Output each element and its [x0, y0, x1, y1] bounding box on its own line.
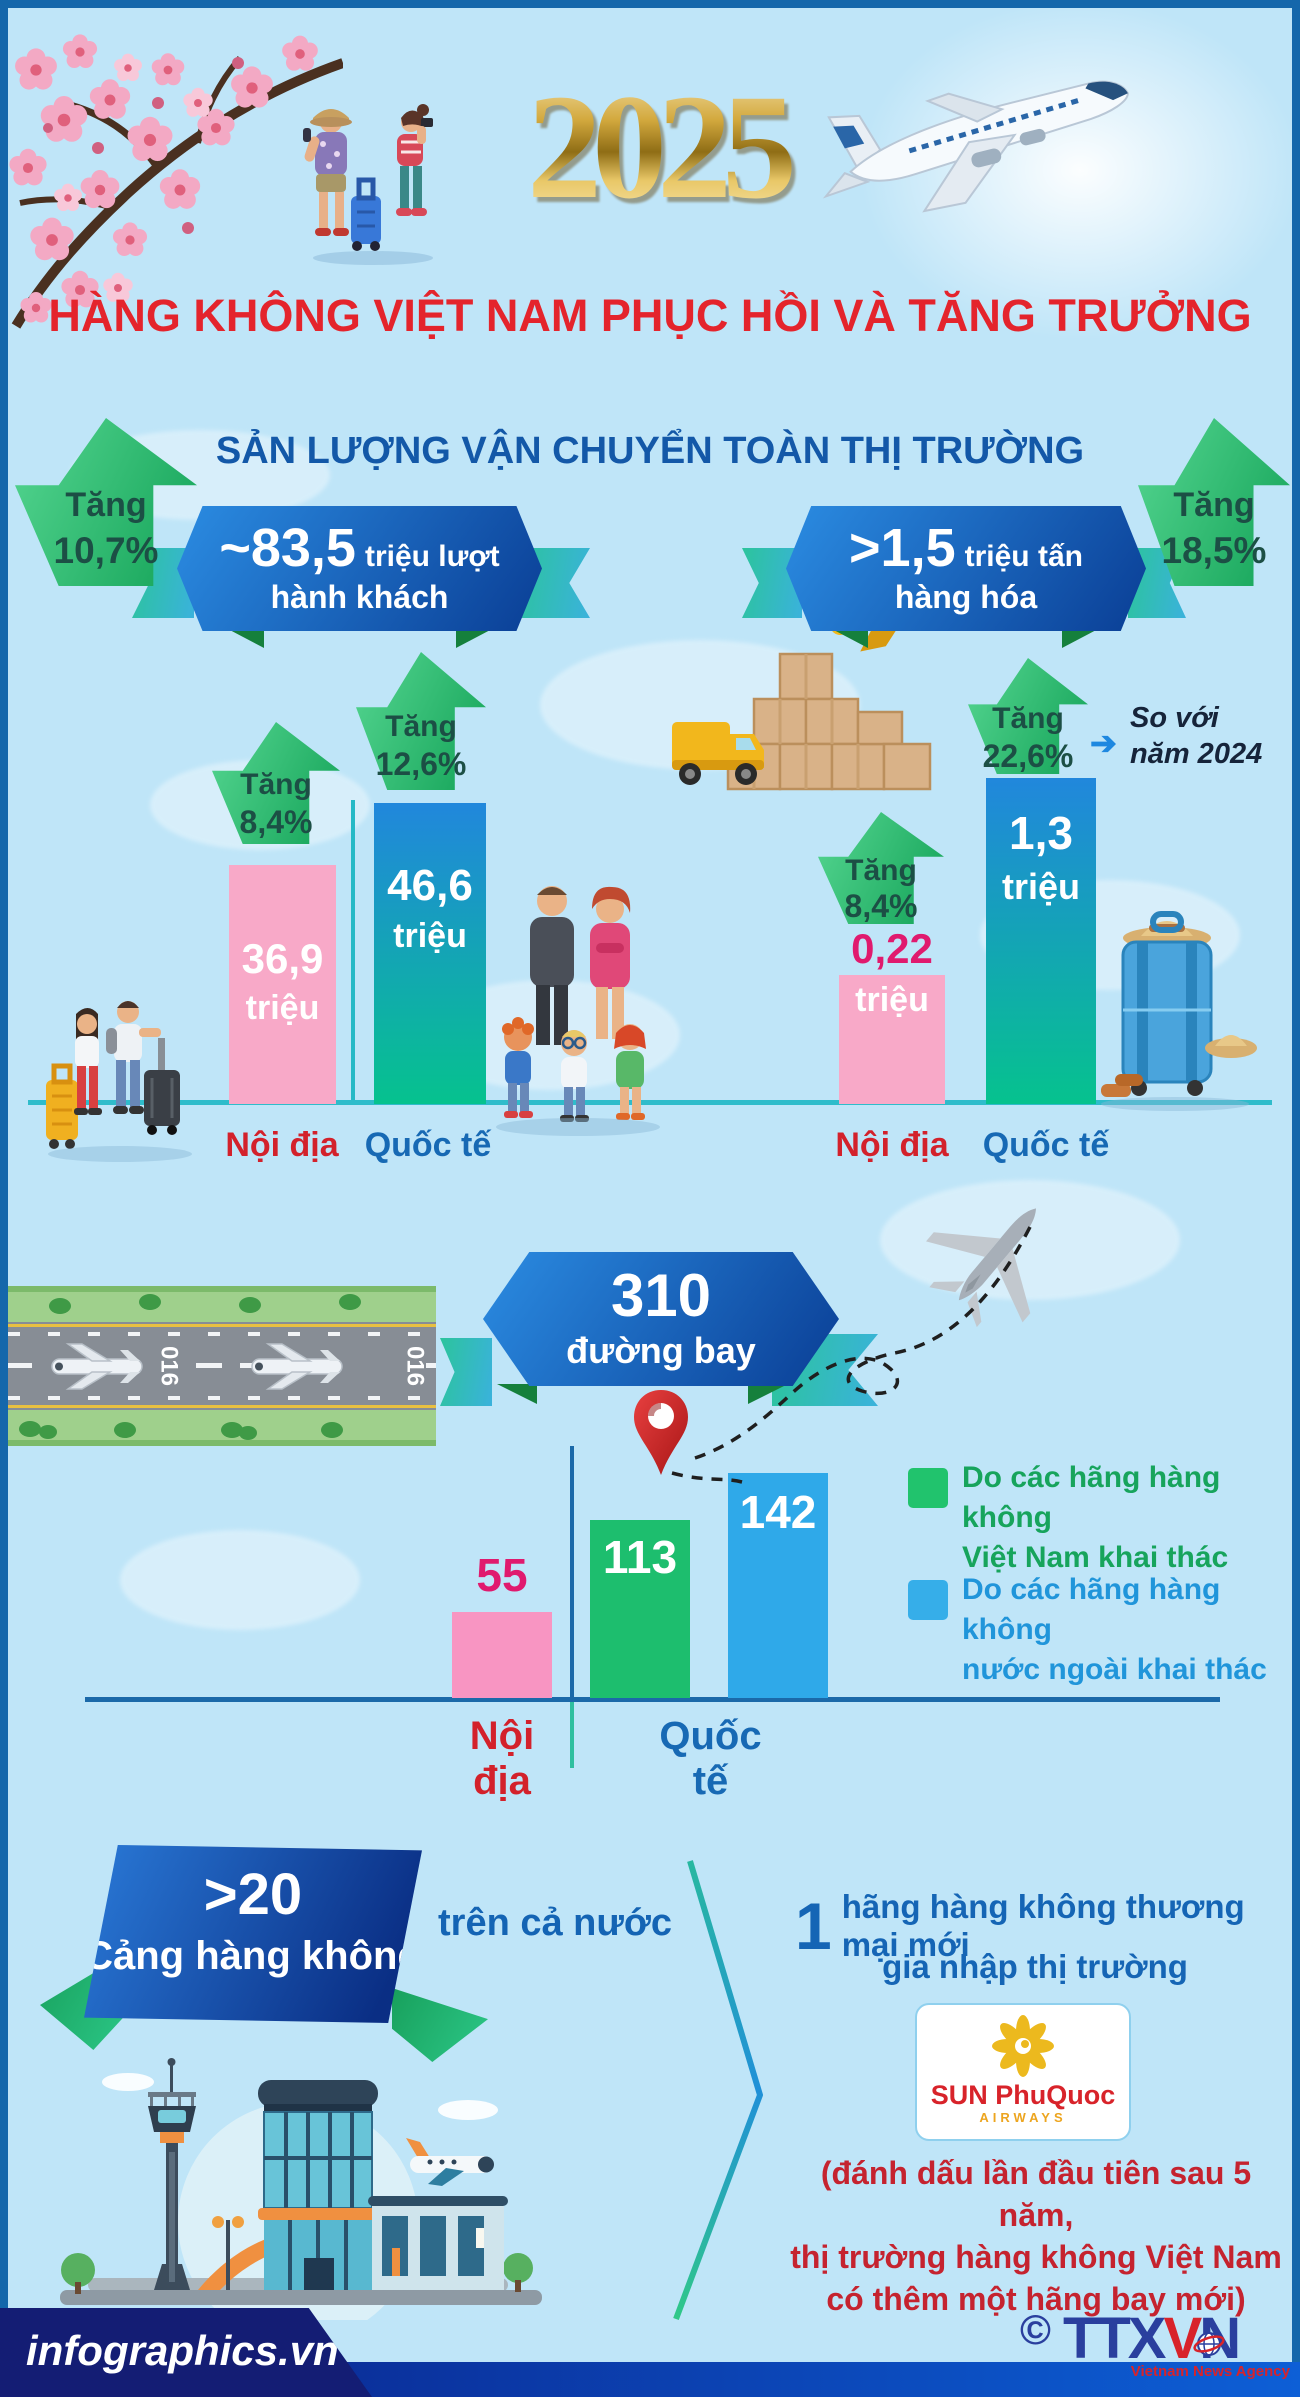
new-airline-count: 1	[795, 1889, 832, 1963]
runway-art: 016 016	[0, 1286, 436, 1446]
border-left	[0, 0, 8, 2397]
family-art	[496, 886, 660, 1136]
cargo-domestic-value: 0,22	[851, 925, 933, 972]
label-cargo-international: Quốc tế	[982, 1126, 1110, 1164]
chart-divider	[351, 800, 355, 1104]
label-routes-international: Quốc tế	[659, 1714, 762, 1803]
gray-plane-icon	[926, 1208, 1036, 1328]
new-airline-note: (đánh dấu lần đầu tiên sau 5 năm, thị tr…	[790, 2155, 1282, 2317]
legend-foreign-airlines: Do các hãng hàng không nước ngoài khai t…	[962, 1573, 1267, 1686]
note-arrow-icon: ➔	[1090, 725, 1117, 761]
routes-divider-upper	[570, 1446, 574, 1698]
page-title: HÀNG KHÔNG VIỆT NAM PHỤC HỒI VÀ TĂNG TRƯ…	[48, 290, 1252, 341]
compare-note: So với năm 2024	[1130, 702, 1263, 770]
svg-text:016: 016	[156, 1346, 183, 1386]
site-watermark: infographics.vn	[0, 2308, 372, 2397]
map-pin-icon	[634, 1390, 688, 1475]
sun-phuquoc-logo-icon	[992, 2015, 1054, 2077]
sun-phuquoc-card: SUN PhuQuoc AIRWAYS	[915, 2003, 1131, 2141]
cloud-decor	[120, 1530, 360, 1630]
bar-cargo-international: 1,3 triệu	[986, 778, 1096, 1104]
cargo-total-value: >1,5	[849, 518, 956, 578]
ribbon-fold	[456, 628, 494, 648]
chart-baseline	[28, 1100, 1272, 1105]
growth-arrow-passenger-domestic: Tăng 8,4%	[212, 722, 340, 844]
cargo-art	[672, 592, 951, 791]
routes-divider-lower	[570, 1702, 574, 1768]
growth-arrow-passenger-international: Tăng 12,6%	[356, 652, 486, 790]
growth-arrow-cargo-total: Tăng 18,5%	[1138, 418, 1290, 586]
tourists-art	[303, 104, 433, 265]
bar-passenger-international: 46,6 triệu	[374, 803, 486, 1104]
label-routes-domestic: Nội địa	[469, 1714, 535, 1803]
cargo-total-banner: >1,5 triệu tấn hàng hóa	[786, 506, 1146, 631]
growth-arrow-cargo-international: Tăng 22,6%	[968, 658, 1088, 774]
year-2025: 2025	[462, 62, 852, 242]
new-airline-headline: 1 hãng hàng không thương mại mới	[795, 1888, 1245, 1963]
growth-arrow-cargo-domestic: Tăng 8,4%	[818, 812, 944, 924]
growth-arrow-passenger-total: Tăng 10,7%	[15, 418, 197, 586]
chevron-divider	[673, 1860, 763, 2321]
ribbon-fold	[392, 1988, 488, 2062]
bar-routes-foreign-airlines: 142	[728, 1473, 828, 1698]
new-airline-headline-2: gia nhập thị trường	[882, 1948, 1188, 1985]
passenger-total-banner: ~83,5 triệu lượt hành khách	[177, 506, 542, 631]
label-passenger-domestic: Nội địa	[225, 1126, 339, 1164]
passenger-total-line2: hành khách	[270, 579, 449, 615]
ribbon-fold	[497, 1384, 537, 1404]
copyright-icon: ©	[1020, 2306, 1051, 2353]
passenger-total-unit: triệu lượt	[364, 540, 500, 573]
bar-routes-domestic	[452, 1612, 552, 1698]
ribbon-tail	[440, 1338, 492, 1406]
flight-path-dashed	[671, 1226, 1032, 1484]
airport-art	[60, 2058, 542, 2320]
routes-banner: 310 đường bay	[483, 1252, 839, 1386]
travelers-art	[46, 1001, 192, 1162]
airports-suffix: trên cả nước	[438, 1902, 673, 1944]
ribbon-fold	[226, 628, 264, 648]
label-passenger-international: Quốc tế	[364, 1126, 492, 1164]
globe-icon	[1193, 2332, 1225, 2356]
cargo-total-unit: triệu tấn	[964, 540, 1083, 573]
ribbon-fold	[1062, 628, 1100, 648]
legend-square-foreign-icon	[908, 1580, 948, 1620]
sun-phuquoc-sub: AIRWAYS	[979, 2110, 1067, 2125]
header-glow	[860, 0, 1300, 340]
agency-subtitle: Vietnam News Agency	[1130, 2363, 1290, 2380]
airports-banner: >20 Cảng hàng không	[84, 1845, 422, 2023]
border-top	[0, 0, 1300, 8]
section-heading-market: SẢN LƯỢNG VẬN CHUYỂN TOÀN THỊ TRƯỜNG	[215, 430, 1085, 472]
label-cargo-domestic: Nội địa	[835, 1126, 949, 1164]
sun-phuquoc-name: SUN PhuQuoc	[930, 2080, 1116, 2110]
border-right	[1292, 0, 1300, 2397]
suitcase-art	[1101, 911, 1257, 1111]
cherry-blossom-art: )	[9, 34, 343, 329]
bar-routes-vn-airlines: 113	[590, 1520, 690, 1698]
svg-text:016: 016	[402, 1346, 429, 1386]
legend-vn-airlines: Do các hãng hàng không Việt Nam khai thá…	[962, 1461, 1229, 1574]
routes-domestic-value: 55	[476, 1549, 528, 1601]
passenger-total-value: ~83,5	[219, 518, 356, 578]
bar-passenger-domestic: 36,9 triệu	[229, 865, 336, 1104]
legend-square-vn-icon	[908, 1468, 948, 1508]
ttxvn-logo: ©TTXVN Vietnam News Agency	[1020, 2306, 1290, 2380]
bar-cargo-domestic: triệu	[839, 975, 945, 1104]
cargo-total-line2: hàng hóa	[894, 579, 1038, 615]
airplane-art	[822, 80, 1129, 213]
routes-baseline	[85, 1697, 1220, 1702]
